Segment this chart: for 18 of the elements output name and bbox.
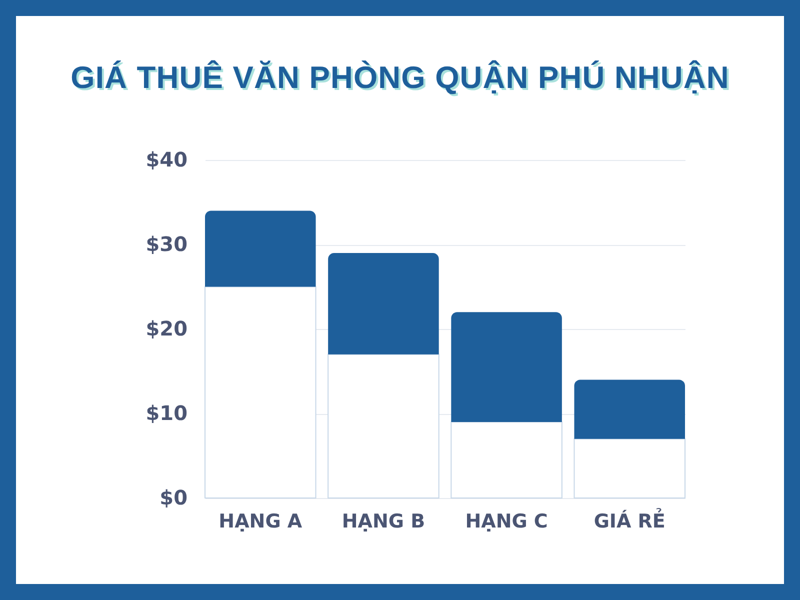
x-tick-label: HẠNG A bbox=[218, 510, 302, 532]
bar bbox=[574, 438, 686, 498]
y-tick-label: $20 bbox=[146, 316, 188, 340]
x-tick-label: GIÁ RẺ bbox=[594, 508, 666, 532]
y-tick-label: $30 bbox=[146, 232, 188, 256]
bar bbox=[574, 380, 685, 439]
chart-title: GIÁ THUÊ VĂN PHÒNG QUẬN PHÚ NHUẬN bbox=[70, 60, 730, 96]
bar bbox=[205, 210, 316, 287]
y-tick-label: $40 bbox=[146, 148, 188, 172]
bar bbox=[451, 312, 562, 422]
bar bbox=[328, 354, 440, 498]
x-tick-label: HẠNG B bbox=[342, 510, 426, 532]
y-tick-label: $0 bbox=[160, 486, 188, 510]
y-tick-label: $10 bbox=[146, 401, 188, 425]
bar bbox=[204, 286, 316, 498]
bar bbox=[450, 421, 562, 498]
bar bbox=[328, 252, 439, 354]
x-tick-label: HẠNG C bbox=[465, 510, 548, 532]
